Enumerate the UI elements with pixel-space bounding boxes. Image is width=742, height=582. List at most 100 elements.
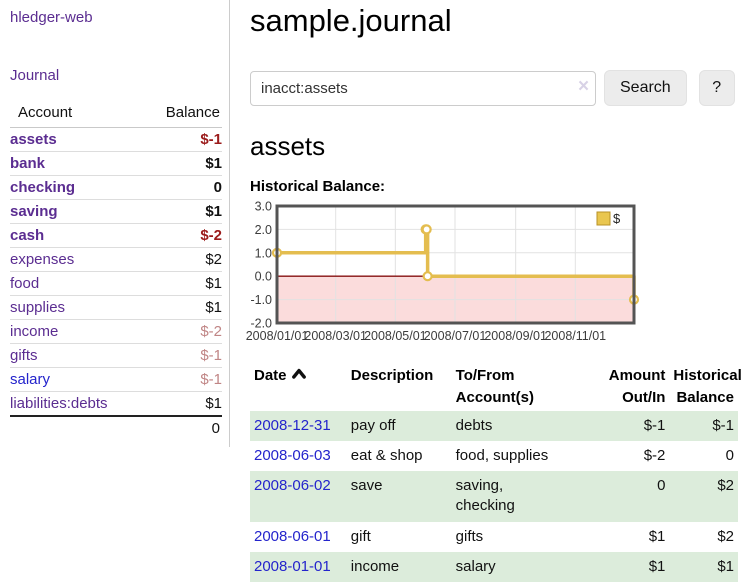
txn-description: income	[350, 557, 400, 575]
svg-text:3.0: 3.0	[255, 200, 272, 214]
account-link-bank[interactable]: bank	[10, 155, 46, 172]
help-button[interactable]: ?	[698, 70, 735, 106]
transactions-table: Date Description To/From Account(s) Amount Ou…	[250, 363, 742, 582]
date-link[interactable]: 2008-06-02	[254, 477, 331, 494]
account-link-gifts[interactable]: gifts	[10, 347, 38, 364]
account-balance: $1	[137, 391, 222, 416]
txn-amount: $-2	[643, 446, 666, 464]
account-row: saving $1	[10, 199, 222, 224]
svg-text:2008/09/01: 2008/09/01	[484, 329, 547, 343]
account-balance: $1	[137, 295, 222, 320]
accounts-header-account: Account	[10, 101, 138, 128]
search-form: × Search ?	[250, 70, 742, 106]
search-input[interactable]	[250, 70, 596, 106]
account-balance: $-1	[137, 367, 222, 392]
txn-accounts: gifts	[455, 527, 484, 545]
account-link-expenses[interactable]: expenses	[10, 251, 75, 268]
accounts-total-row: 0	[10, 415, 222, 440]
table-row: 2008-06-01 gift gifts $1 $2	[250, 522, 738, 552]
svg-text:2008/05/01: 2008/05/01	[364, 329, 427, 343]
txn-balance: 0	[725, 446, 734, 464]
account-row: expenses $2	[10, 247, 222, 272]
account-balance: $1	[137, 199, 222, 224]
svg-text:$: $	[613, 211, 621, 226]
svg-text:1.0: 1.0	[255, 246, 272, 260]
date-link[interactable]: 2008-12-31	[254, 416, 331, 434]
account-link-supplies[interactable]: supplies	[10, 299, 66, 316]
chart-heading: Historical Balance:	[250, 178, 386, 195]
txn-balance: $-1	[712, 416, 734, 434]
account-row: food $1	[10, 271, 222, 296]
txn-col-header: Amount Out/In	[608, 367, 666, 406]
clear-search-icon[interactable]: ×	[578, 76, 590, 97]
account-row: assets $-1	[10, 128, 222, 152]
chart-legend: $	[596, 211, 621, 226]
sidebar-item-journal[interactable]: Journal	[10, 67, 60, 84]
account-row: income $-2	[10, 319, 222, 344]
table-row: 2008-01-01 income salary $1 $1	[250, 551, 738, 582]
account-balance: $-1	[200, 131, 222, 148]
svg-text:2008/07/01: 2008/07/01	[424, 329, 487, 343]
txn-col-header: Historical Balance	[673, 367, 742, 406]
account-link-assets[interactable]: assets	[10, 131, 57, 148]
account-balance: $-2	[137, 223, 222, 248]
date-link[interactable]: 2008-06-03	[254, 446, 331, 464]
txn-accounts: salary	[455, 557, 496, 575]
txn-description: gift	[350, 527, 371, 545]
search-button[interactable]: Search	[604, 70, 687, 106]
table-row: 2008-06-02 save saving, checking 0 $2	[250, 471, 738, 522]
account-row: salary $-1	[10, 367, 222, 392]
txn-accounts: saving, checking	[455, 477, 515, 515]
txn-col-header: To/From Account(s)	[455, 367, 534, 406]
txn-amount: 0	[657, 477, 666, 494]
account-row: gifts $-1	[10, 343, 222, 368]
account-balance: $1	[137, 271, 222, 296]
account-link-checking[interactable]: checking	[10, 179, 76, 196]
page-title: sample.journal	[250, 3, 452, 38]
account-link-income[interactable]: income	[10, 323, 59, 340]
account-balance: $-1	[137, 343, 222, 368]
account-link-salary[interactable]: salary	[10, 371, 51, 388]
txn-balance: $1	[717, 557, 734, 575]
table-row: 2008-06-03 eat & shop food, supplies $-2 0	[250, 441, 738, 471]
txn-accounts: food, supplies	[455, 446, 549, 464]
account-link-food[interactable]: food	[10, 275, 40, 292]
txn-balance: $2	[717, 527, 734, 545]
txn-col-header[interactable]: Date	[250, 363, 347, 411]
svg-text:2008/01/01: 2008/01/01	[246, 329, 309, 343]
txn-amount: $-1	[643, 416, 666, 434]
account-link-saving[interactable]: saving	[10, 203, 58, 220]
svg-text:-2.0: -2.0	[250, 317, 272, 331]
account-row: liabilities:debts $1	[10, 391, 222, 416]
txn-amount: $1	[648, 527, 666, 545]
sidebar: hledger-web Journal Account Balance asse…	[0, 0, 230, 447]
account-balance: $1	[137, 151, 222, 176]
table-row: 2008-12-31 pay off debts $-1 $-1	[250, 410, 738, 441]
date-link[interactable]: 2008-01-01	[254, 557, 331, 575]
date-link[interactable]: 2008-06-01	[254, 527, 331, 545]
txn-description: pay off	[350, 416, 396, 434]
account-row: cash $-2	[10, 223, 222, 248]
account-balance: $-2	[137, 319, 222, 344]
accounts-header-balance: Balance	[137, 101, 222, 128]
svg-text:-1.0: -1.0	[250, 293, 272, 307]
account-row: checking 0	[10, 175, 222, 200]
txn-description: eat & shop	[350, 446, 423, 464]
txn-description: save	[350, 477, 383, 494]
account-balance: $2	[137, 247, 222, 272]
svg-text:2008/11/01: 2008/11/01	[544, 329, 606, 343]
accounts-table: Account Balance assets $-1 bank $1 checking 0…	[10, 101, 222, 440]
txn-amount: $1	[648, 557, 666, 575]
sort-ascending-icon[interactable]	[291, 368, 306, 379]
account-link-cash[interactable]: cash	[10, 227, 45, 244]
txn-col-header: Description	[350, 367, 434, 384]
account-row: supplies $1	[10, 295, 222, 320]
app-title-link[interactable]: hledger-web	[10, 9, 93, 26]
svg-text:2.0: 2.0	[255, 223, 272, 237]
account-link-liabilities-debts[interactable]: liabilities:debts	[10, 395, 108, 412]
svg-text:0.0: 0.0	[255, 270, 272, 284]
account-heading: assets	[250, 131, 326, 161]
historical-balance-chart: $3.0 2.0 1.0 0.0 -1.0 -2.0 2008/01/01 2008/03/0…	[246, 200, 742, 353]
txn-accounts: debts	[455, 416, 493, 434]
account-row: bank $1	[10, 151, 222, 176]
